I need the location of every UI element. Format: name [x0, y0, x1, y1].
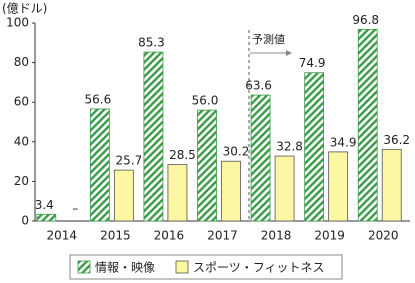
value-label: 74.9	[299, 56, 326, 70]
bar	[197, 109, 217, 222]
bar	[36, 213, 57, 222]
x-tick-label: 2020	[368, 229, 399, 243]
legend-label: スポーツ・フィットネス	[193, 261, 325, 275]
y-tick-label: 40	[14, 134, 29, 148]
bar	[143, 51, 164, 222]
value-label: 85.3	[138, 36, 165, 50]
bar	[221, 160, 241, 222]
value-label: 96.8	[352, 13, 379, 27]
x-tick-label: 2017	[207, 229, 238, 243]
annotation: 予測値	[252, 32, 285, 46]
value-label: 34.9	[330, 135, 357, 149]
bar	[357, 28, 378, 222]
bar	[113, 169, 134, 222]
x-tick-label: 2014	[47, 229, 78, 243]
x-tick-label: 2016	[154, 229, 185, 243]
value-label: 3.4	[35, 198, 54, 212]
x-tick-label: 2019	[314, 229, 345, 243]
value-label: 32.8	[276, 140, 303, 154]
legend-swatch	[175, 260, 189, 274]
y-axis-label: (億ドル)	[2, 2, 47, 16]
bar	[274, 155, 295, 222]
legend-swatch	[77, 260, 91, 274]
bar	[250, 94, 271, 222]
x-tick-label: 2018	[261, 229, 292, 243]
value-label: 36.2	[383, 133, 410, 147]
bar	[89, 108, 110, 222]
value-label: 56.0	[192, 94, 219, 108]
bar	[304, 72, 325, 222]
y-tick-label: 20	[14, 174, 29, 188]
bar	[167, 164, 188, 222]
bar	[328, 151, 349, 222]
annotation-arrowhead	[286, 50, 292, 56]
value-label: –	[72, 202, 78, 216]
value-label: 63.6	[245, 79, 272, 93]
y-tick-label: 80	[14, 55, 29, 69]
legend-label: 情報・映像	[95, 261, 155, 275]
value-label: 28.5	[169, 148, 196, 162]
bar	[381, 148, 402, 222]
y-tick-label: 100	[6, 16, 29, 30]
y-tick-label: 60	[14, 95, 29, 109]
legend	[69, 254, 343, 280]
x-tick-label: 2015	[100, 229, 131, 243]
y-tick-label: 0	[21, 214, 29, 228]
value-label: 56.6	[84, 92, 111, 106]
value-label: 25.7	[115, 154, 142, 168]
value-label: 30.2	[223, 145, 250, 159]
